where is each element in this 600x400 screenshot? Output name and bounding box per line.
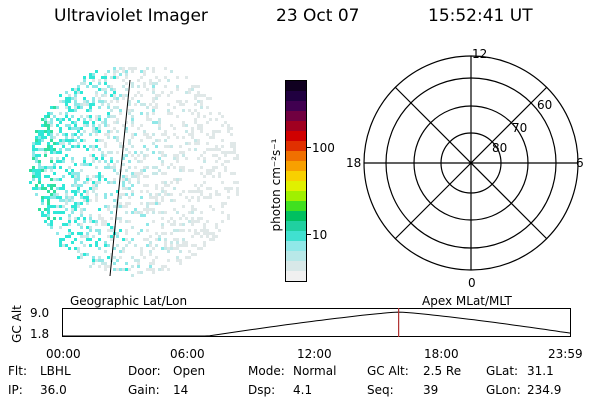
terminator-line	[109, 79, 131, 277]
info-key: GLon:	[486, 383, 521, 397]
timeline-right-label: Apex MLat/MLT	[422, 294, 512, 308]
timeline-ytick-1-8: 1.8	[30, 327, 50, 341]
info-value: 4.1	[293, 383, 313, 397]
instrument-title: Ultraviolet Imager	[54, 6, 208, 26]
timeline-y-label: GC Alt	[10, 305, 24, 343]
mlt-label-6: 6	[576, 156, 584, 170]
timeline-ytick-9: 9.0	[30, 306, 50, 320]
info-key: Seq:	[367, 383, 394, 397]
colorbar-unit-label: photon cm⁻²s⁻¹	[269, 138, 283, 232]
info-value: 234.9	[527, 383, 562, 397]
mlt-label-0: 0	[468, 276, 476, 290]
info-key: Mode:	[248, 364, 285, 378]
info-key: Dsp:	[248, 383, 276, 397]
info-key: Flt:	[8, 364, 27, 378]
info-value: 31.1	[527, 364, 554, 378]
colorbar-tick-10: 10	[312, 228, 328, 242]
timeline-xtick-0000: 00:00	[46, 347, 81, 361]
observation-time: 15:52:41 UT	[428, 6, 533, 26]
info-key: GC Alt:	[367, 364, 409, 378]
timeline-xtick-1200: 12:00	[297, 347, 332, 361]
observation-date: 23 Oct 07	[276, 6, 360, 26]
timeline-xtick-0600: 06:00	[170, 347, 205, 361]
info-key: Door:	[128, 364, 161, 378]
gc-altitude-curve	[62, 311, 571, 337]
info-value: LBHL	[40, 364, 71, 378]
lat-label-60: 60	[537, 98, 553, 112]
info-key: Gain:	[128, 383, 160, 397]
colorbar	[285, 80, 307, 282]
info-value: 2.5 Re	[423, 364, 462, 378]
colorbar-tick-100: 100	[312, 141, 335, 155]
info-value: 36.0	[40, 383, 67, 397]
mlat-mlt-polar-plot	[363, 55, 579, 271]
timeline-xtick-1800: 18:00	[424, 347, 459, 361]
info-value: Normal	[293, 364, 337, 378]
info-key: GLat:	[486, 364, 519, 378]
lat-label-70: 70	[512, 121, 528, 135]
lat-label-80: 80	[492, 141, 508, 155]
info-value: 14	[173, 383, 189, 397]
mlt-label-12: 12	[472, 47, 488, 61]
uv-earth-image	[29, 67, 239, 277]
info-key: IP:	[8, 383, 23, 397]
info-value: 39	[423, 383, 439, 397]
earth-pixels	[29, 67, 239, 277]
timeline-left-label: Geographic Lat/Lon	[70, 294, 188, 308]
timeline-xtick-2359: 23:59	[548, 347, 583, 361]
info-value: Open	[173, 364, 206, 378]
mlt-label-18: 18	[346, 156, 362, 170]
orbit-timeline	[62, 308, 571, 337]
